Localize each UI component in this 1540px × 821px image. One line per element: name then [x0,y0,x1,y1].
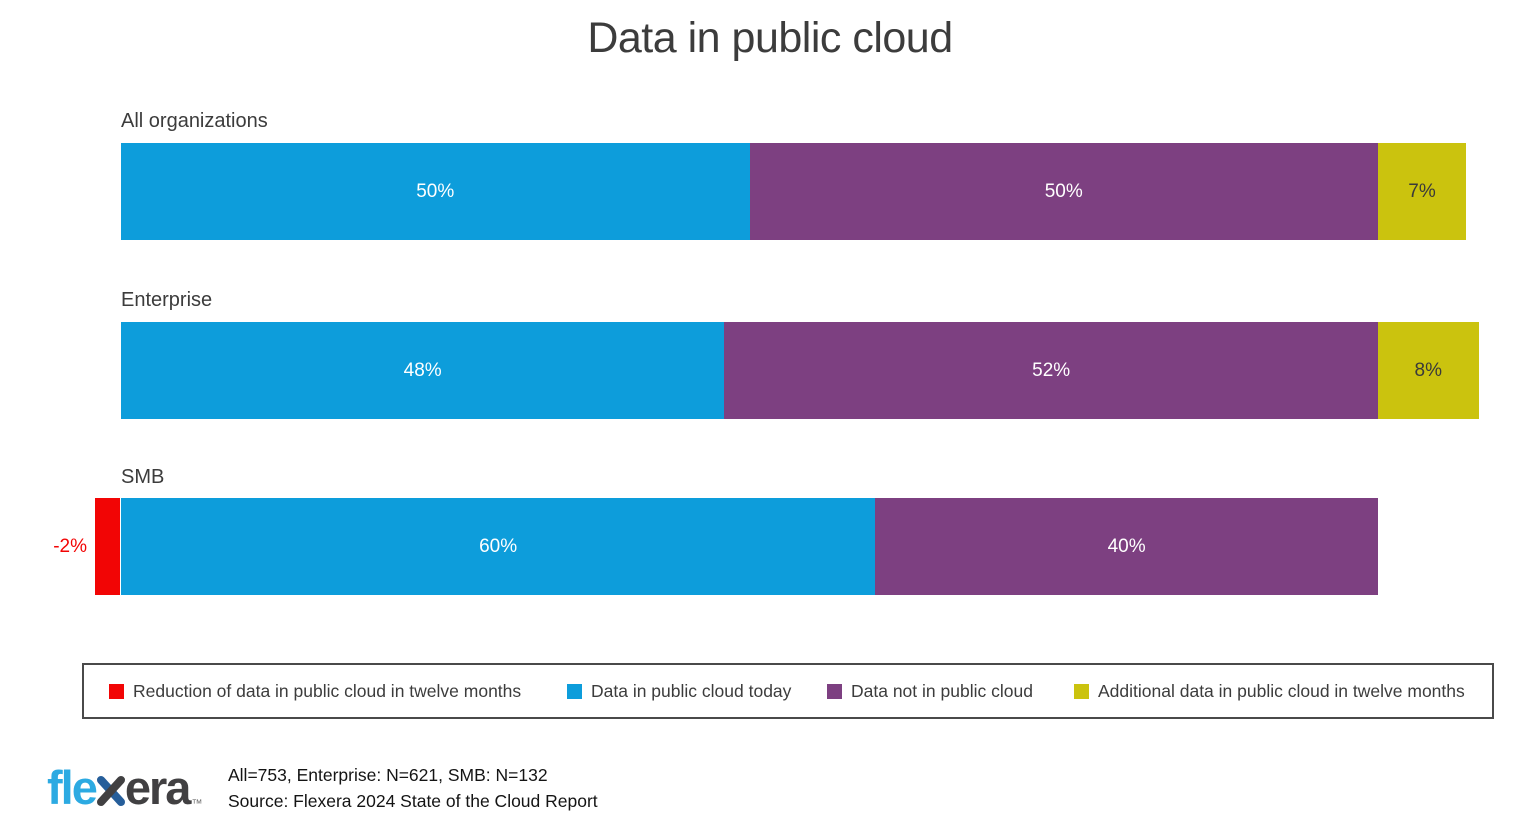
bar-row: 48% 52% 8% [121,322,1479,419]
category-label: SMB [121,466,165,488]
legend-label: Additional data in public cloud in twelv… [1098,680,1465,701]
source-note: Source: Flexera 2024 State of the Cloud … [228,791,598,811]
bar-segment: 48% [121,322,725,419]
legend-item: Reduction of data in public cloud in twe… [109,665,521,717]
flexera-logo: fle era ™ [47,758,202,816]
legend-item: Additional data in public cloud in twelv… [1074,665,1465,717]
legend-swatch-icon [109,683,124,699]
sample-size-note: All=753, Enterprise: N=621, SMB: N=132 [228,765,548,785]
footer-notes: All=753, Enterprise: N=621, SMB: N=132 S… [228,762,598,814]
flexera-logo-x-icon [96,776,125,806]
legend-label: Reduction of data in public cloud in twe… [133,680,522,701]
legend: Reduction of data in public cloud in twe… [82,663,1494,719]
legend-swatch-icon [827,683,842,699]
bar-segment-reduction [94,498,120,595]
category-label: All organizations [121,110,268,132]
bar-segment: 52% [724,322,1378,419]
category-label: Enterprise [121,289,213,311]
bar-row: 50% 50% 7% [121,143,1466,240]
legend-item: Data in public cloud today [567,665,791,717]
trademark-symbol: ™ [191,798,203,810]
bar-segment: 7% [1378,143,1466,240]
legend-item: Data not in public cloud [827,665,1033,717]
bar-segment: 60% [121,498,876,595]
bar-segment: 50% [121,143,750,240]
flexera-logo-fle: fle [47,760,98,814]
legend-label: Data in public cloud today [591,680,792,701]
legend-swatch-icon [567,683,582,699]
bar-segment: 8% [1377,322,1479,419]
chart-title: Data in public cloud [587,14,953,62]
bar-segment: 40% [875,498,1378,595]
bar-row: -2% 60% 40% [53,498,1378,595]
flexera-logo-era: era [124,760,192,814]
legend-swatch-icon [1074,683,1089,699]
data-label-reduction: -2% [53,535,87,557]
legend-label: Data not in public cloud [851,680,1033,701]
bar-segment: 50% [749,143,1378,240]
